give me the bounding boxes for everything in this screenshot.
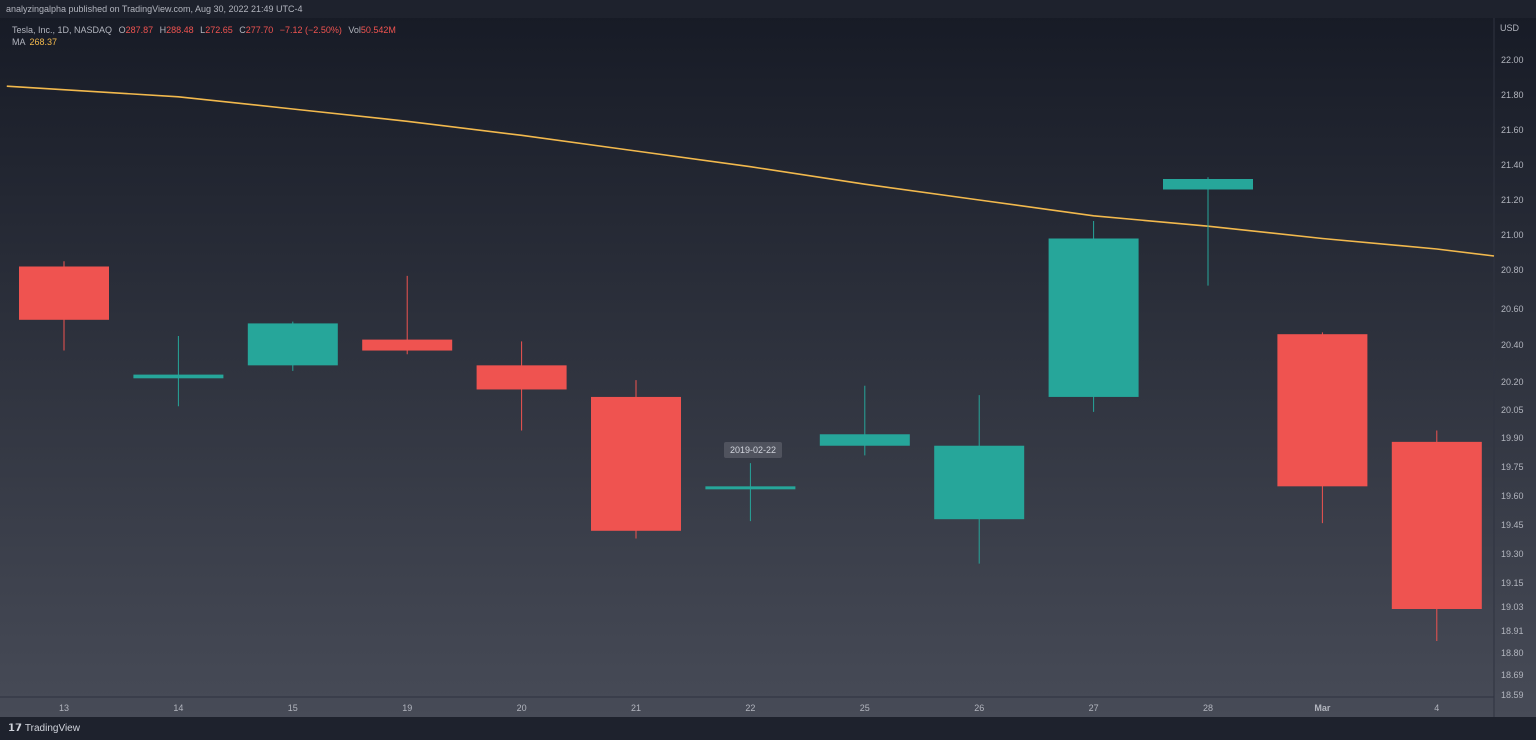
currency-label: USD <box>1500 23 1520 33</box>
price-tick-label: 20.60 <box>1501 304 1524 314</box>
time-axis[interactable]: 13 14 15 19 20 21 22 25 26 27 28 Mar 4 <box>59 703 1439 713</box>
candle-body <box>19 266 109 320</box>
price-tick-label: 21.80 <box>1501 90 1524 100</box>
candle <box>362 275 453 355</box>
price-axis[interactable]: 22.00 21.80 21.60 21.40 21.20 21.00 20.80 20.60… <box>1501 55 1524 700</box>
date-tick-label: 4 <box>1434 703 1439 713</box>
date-tooltip: 2019-02-22 <box>724 442 783 458</box>
moving-average-layer <box>6 85 1495 257</box>
low-value: 272.65 <box>205 25 233 35</box>
low-label: L <box>200 25 206 35</box>
date-tick-label: 22 <box>745 703 755 713</box>
high-value: 288.48 <box>166 25 194 35</box>
ohlc-row: Tesla, Inc., 1D, NASDAQ O287.87 H288.48 … <box>12 24 396 36</box>
price-tick-label: 21.00 <box>1501 230 1524 240</box>
candle-body <box>819 434 910 446</box>
price-tick-label: 18.91 <box>1501 626 1524 636</box>
symbol-title[interactable]: Tesla, Inc., 1D, NASDAQ <box>12 25 113 35</box>
price-tick-label: 18.59 <box>1501 690 1524 700</box>
price-tick-label: 18.80 <box>1501 648 1524 658</box>
candle-body <box>1048 238 1139 397</box>
candle-body <box>1391 441 1482 609</box>
candle <box>1163 177 1253 286</box>
ma-label[interactable]: MA <box>12 37 26 47</box>
close-label: C <box>239 25 246 35</box>
brand-name: TradingView <box>24 723 80 734</box>
candle <box>1048 221 1139 412</box>
candle <box>247 321 338 371</box>
price-tick-label: 20.80 <box>1501 265 1524 275</box>
volume-value: 50.542M <box>360 25 396 35</box>
price-tick-label: 18.69 <box>1501 670 1524 680</box>
open-label: O <box>118 25 126 35</box>
date-tick-label: Mar <box>1314 703 1331 713</box>
price-tick-label: 20.40 <box>1501 340 1524 350</box>
candles-layer <box>19 177 1482 641</box>
candle <box>1277 332 1368 524</box>
candle <box>133 336 224 407</box>
publish-info: analyzingalpha published on TradingView.… <box>6 4 303 14</box>
tradingview-logo-icon: 𝟭𝟳 <box>8 723 22 734</box>
price-tick-label: 19.75 <box>1501 462 1524 472</box>
close-value: 277.70 <box>245 25 274 35</box>
tradingview-logo[interactable]: 𝟭𝟳 TradingView <box>8 723 80 734</box>
candle-body <box>705 486 796 490</box>
candle <box>1391 430 1482 641</box>
date-tick-label: 13 <box>59 703 69 713</box>
ma-value: 268.37 <box>29 37 58 47</box>
price-tick-label: 19.60 <box>1501 491 1524 501</box>
candle <box>19 261 109 351</box>
price-tick-label: 21.20 <box>1501 195 1524 205</box>
price-tick-label: 19.15 <box>1501 578 1524 588</box>
footer-bar: 𝟭𝟳 TradingView <box>0 717 1536 740</box>
date-tick-label: 28 <box>1203 703 1213 713</box>
candle-body <box>476 365 567 390</box>
chart-legend: Tesla, Inc., 1D, NASDAQ O287.87 H288.48 … <box>12 24 396 48</box>
candle <box>476 341 567 431</box>
price-tick-label: 21.40 <box>1501 160 1524 170</box>
candle-body <box>362 339 453 351</box>
price-tick-label: 22.00 <box>1501 55 1524 65</box>
candle <box>591 380 681 539</box>
date-tick-label: 25 <box>860 703 870 713</box>
candle-body <box>1163 179 1253 190</box>
ma-line <box>6 85 1495 257</box>
price-tick-label: 20.20 <box>1501 377 1524 387</box>
price-tick-label: 19.90 <box>1501 433 1524 443</box>
candle-body <box>247 323 338 366</box>
price-tick-label: 21.60 <box>1501 125 1524 135</box>
candle-body <box>934 445 1025 520</box>
change-value: −7.12 (−2.50%) <box>279 25 342 35</box>
candle-body <box>591 396 681 531</box>
date-tick-label: 14 <box>173 703 183 713</box>
date-tick-label: 27 <box>1089 703 1099 713</box>
price-tick-label: 19.03 <box>1501 602 1524 612</box>
candle-body <box>1277 334 1368 487</box>
date-tick-label: 21 <box>631 703 641 713</box>
date-tick-label: 15 <box>288 703 298 713</box>
date-tick-label: 26 <box>974 703 984 713</box>
ma-row: MA 268.37 <box>12 36 396 48</box>
candle <box>705 463 796 522</box>
price-tick-label: 19.45 <box>1501 520 1524 530</box>
price-tick-label: 20.05 <box>1501 405 1524 415</box>
high-label: H <box>159 25 167 35</box>
open-value: 287.87 <box>125 25 154 35</box>
volume-label: Vol <box>348 25 361 35</box>
candle <box>934 395 1025 564</box>
candle <box>819 385 910 456</box>
date-tick-label: 19 <box>402 703 412 713</box>
date-tick-label: 20 <box>517 703 527 713</box>
price-tick-label: 19.30 <box>1501 549 1524 559</box>
candle-body <box>133 374 224 379</box>
publish-header: analyzingalpha published on TradingView.… <box>0 0 1536 18</box>
